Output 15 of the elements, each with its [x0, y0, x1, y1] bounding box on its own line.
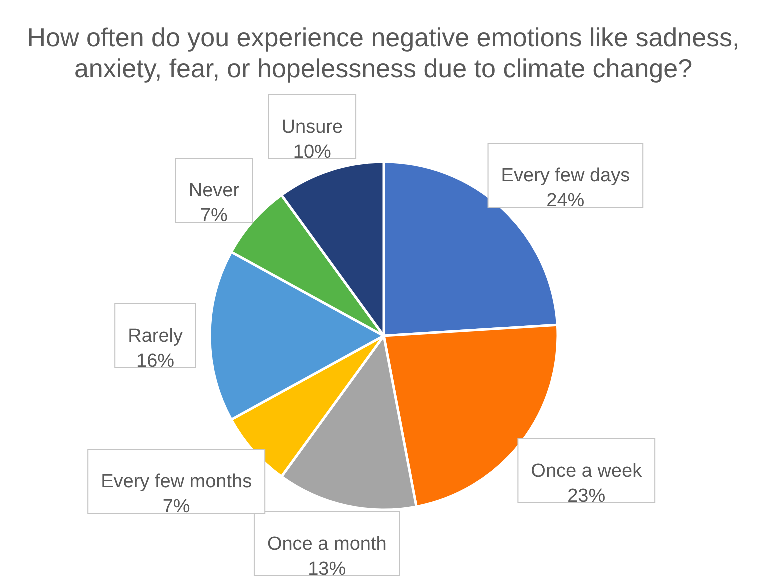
data-label: 23% — [568, 486, 606, 507]
data-label: 7% — [200, 206, 228, 227]
slice-label: Once a week — [531, 460, 643, 482]
data-label: 7% — [162, 496, 190, 518]
chart-title: How often do you experience negative emotions like sadness, anxiety, fear, or hopelessness due to climate change? — [27, 22, 740, 84]
slice-label: Never — [188, 180, 240, 202]
slice-label: Every few days — [501, 166, 630, 187]
data-label: 24% — [546, 190, 585, 212]
data-label: 13% — [308, 559, 346, 577]
data-label: 16% — [136, 351, 175, 372]
slice-label: Once a month — [267, 534, 387, 555]
slice-label: Every few months — [101, 471, 252, 492]
slice-label: Unsure — [282, 116, 344, 138]
slice-label: Rarely — [128, 326, 184, 347]
data-label: 10% — [293, 142, 332, 163]
